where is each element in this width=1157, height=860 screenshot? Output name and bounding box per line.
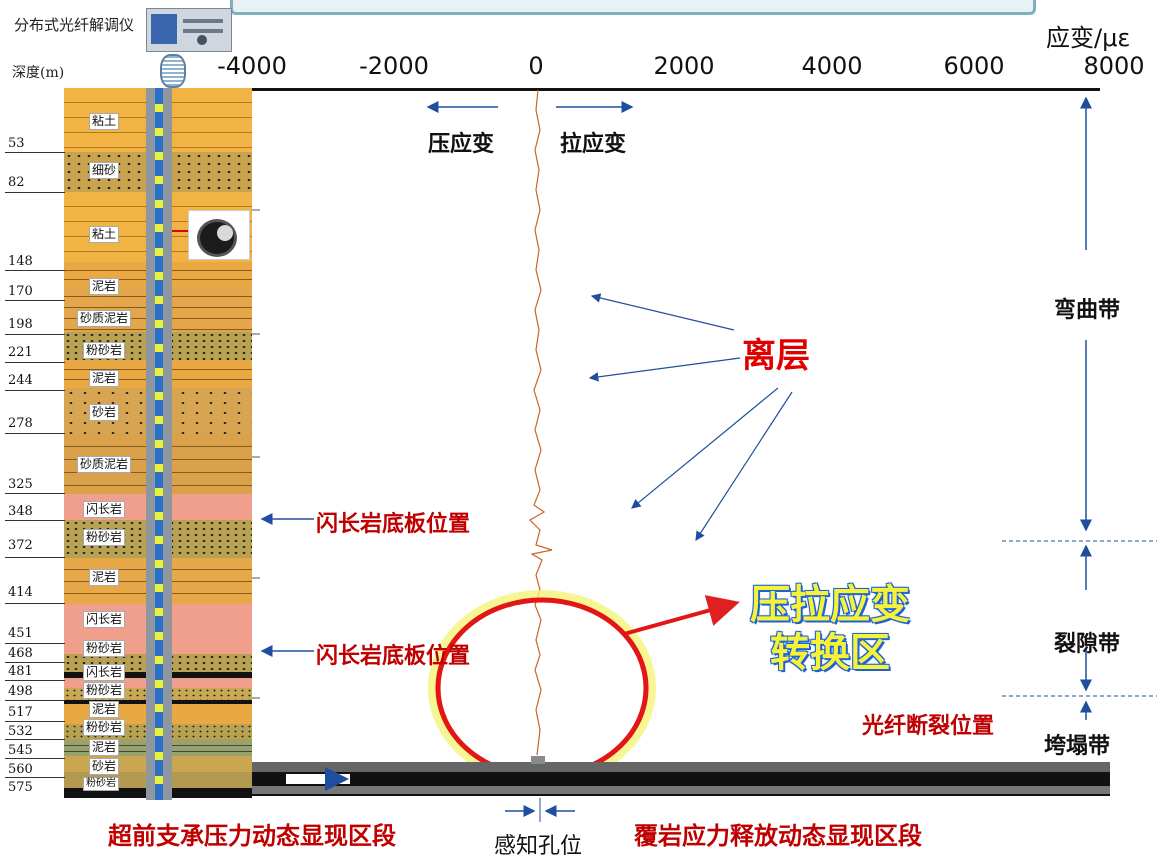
depth-label: 517 <box>8 705 33 720</box>
separation-label: 离层 <box>742 336 810 376</box>
depth-label: 348 <box>8 504 33 519</box>
strain-curve <box>529 89 553 756</box>
depth-label: 221 <box>8 345 33 360</box>
rock-label: 泥岩 <box>89 569 120 586</box>
rock-label: 闪长岩 <box>83 664 126 681</box>
rock-label: 泥岩 <box>89 701 120 718</box>
top-frame-bar <box>230 0 1036 15</box>
compressive-label: 压应变 <box>428 132 495 157</box>
depth-line <box>5 192 65 193</box>
rock-label: 砂质泥岩 <box>77 310 132 327</box>
demodulator-device-icon <box>146 8 232 52</box>
fiber-break-label: 光纤断裂位置 <box>862 714 995 739</box>
transition-label-1: 压拉应变 <box>750 582 910 628</box>
rock-label: 泥岩 <box>89 278 120 295</box>
fiber-sensor-photo <box>188 210 250 260</box>
rock-label: 粉砂岩 <box>83 682 126 699</box>
depth-label: 170 <box>8 284 33 299</box>
rock-label: 泥岩 <box>89 370 120 387</box>
rock-label: 闪长岩 <box>83 501 126 518</box>
depth-line <box>5 700 65 701</box>
depth-line <box>5 680 65 681</box>
depth-line <box>5 270 65 271</box>
depth-label: 244 <box>8 373 33 388</box>
depth-line <box>5 300 65 301</box>
depth-line <box>5 334 65 335</box>
depth-label: 481 <box>8 664 33 679</box>
axis-unit: 应变/με <box>1046 24 1131 52</box>
diorite-floor-label-1: 闪长岩底板位置 <box>316 512 471 537</box>
depth-line <box>5 603 65 604</box>
depth-label: 148 <box>8 254 33 269</box>
rock-label: 粉砂岩 <box>83 777 119 791</box>
depth-label: 53 <box>8 136 25 151</box>
depth-line <box>5 362 65 363</box>
left-ticks <box>252 209 260 699</box>
depth-label: 325 <box>8 477 33 492</box>
tick-label: -2000 <box>359 52 429 80</box>
depth-label: 82 <box>8 175 25 190</box>
rock-label: 粉砂岩 <box>83 719 126 736</box>
depth-label: 198 <box>8 317 33 332</box>
transition-ellipse <box>428 590 656 786</box>
depth-line <box>5 758 65 759</box>
depth-line <box>5 777 65 778</box>
rock-label: 闪长岩 <box>83 611 126 628</box>
depth-line <box>5 390 65 391</box>
depth-line <box>5 557 65 558</box>
sensing-hole-label: 感知孔位 <box>494 834 583 859</box>
depth-line <box>5 721 65 722</box>
depth-line <box>5 433 65 434</box>
device-label: 分布式光纤解调仪 <box>14 16 135 34</box>
rock-label: 粉砂岩 <box>83 342 126 359</box>
rock-label: 砂岩 <box>89 404 120 421</box>
depth-label: 468 <box>8 646 33 661</box>
tensile-label: 拉应变 <box>560 132 627 157</box>
fiber-coil-icon <box>160 54 186 88</box>
depth-label: 575 <box>8 780 33 795</box>
rock-label: 粘土 <box>89 226 120 243</box>
overburden-zone-label: 覆岩应力释放动态显现区段 <box>634 822 922 850</box>
rock-label: 砂质泥岩 <box>77 456 132 473</box>
rock-label: 粘土 <box>89 113 120 130</box>
strain-axis-line <box>250 88 1100 91</box>
depth-label: 560 <box>8 762 33 777</box>
red-pointer-arrow <box>172 230 188 232</box>
depth-label: 451 <box>8 626 33 641</box>
depth-label: 414 <box>8 585 33 600</box>
tick-label: 8000 <box>1083 52 1145 80</box>
depth-line <box>5 520 65 521</box>
depth-line <box>5 493 65 494</box>
zone-bending: 弯曲带 <box>1054 298 1121 323</box>
depth-header: 深度(m) <box>12 65 65 81</box>
depth-label: 532 <box>8 724 33 739</box>
depth-label: 545 <box>8 743 33 758</box>
rock-label: 细砂 <box>89 162 120 179</box>
diorite-floor-label-2: 闪长岩底板位置 <box>316 644 471 669</box>
depth-label: 372 <box>8 538 33 553</box>
depth-label: 278 <box>8 416 33 431</box>
depth-line <box>5 662 65 663</box>
depth-line <box>5 739 65 740</box>
rock-label: 粉砂岩 <box>83 529 126 546</box>
zone-fracture: 裂隙带 <box>1054 632 1121 657</box>
rock-label: 粉砂岩 <box>83 640 126 657</box>
strata-column <box>64 88 252 800</box>
transition-label-2: 转换区 <box>770 630 890 676</box>
rock-label: 砂岩 <box>89 758 120 775</box>
depth-line <box>5 643 65 644</box>
rock-label: 泥岩 <box>89 739 120 756</box>
tick-label: 6000 <box>943 52 1005 80</box>
tick-label: 2000 <box>653 52 715 80</box>
depth-line <box>5 152 65 153</box>
fiber-cable <box>155 88 163 800</box>
advance-zone-label: 超前支承压力动态显现区段 <box>108 822 396 850</box>
tick-label: -4000 <box>217 52 287 80</box>
depth-label: 498 <box>8 684 33 699</box>
tick-label: 0 <box>528 52 544 80</box>
zone-caving: 垮塌带 <box>1044 734 1111 759</box>
tick-label: 4000 <box>801 52 863 80</box>
